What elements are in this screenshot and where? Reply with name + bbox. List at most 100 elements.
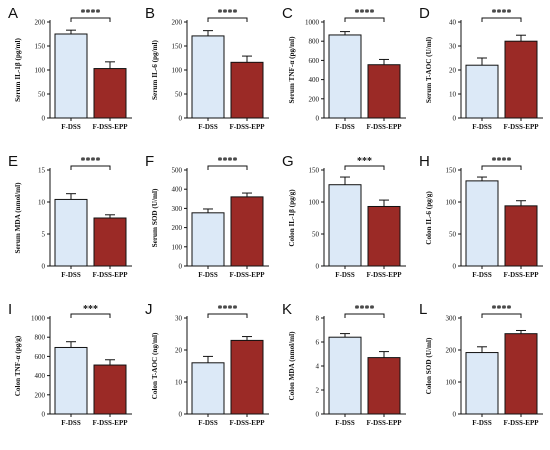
panel-letter: K xyxy=(282,301,292,318)
bar-f-dss-epp xyxy=(367,357,401,415)
y-tick-label: 0 xyxy=(42,411,46,419)
bar-f-dss xyxy=(191,362,225,415)
y-tick-label: 400 xyxy=(309,76,320,84)
bar-f-dss xyxy=(191,212,225,267)
y-tick-label: 0 xyxy=(179,411,183,419)
y-tick-label: 100 xyxy=(172,67,183,75)
x-tick-label: F-DSS xyxy=(61,271,81,279)
x-tick-label: F-DSS xyxy=(198,123,218,131)
y-tick-label: 8 xyxy=(316,315,320,323)
y-tick-label: 200 xyxy=(309,95,320,103)
y-tick-label: 30 xyxy=(449,43,457,51)
bar-f-dss-epp xyxy=(504,205,538,267)
x-tick-label: F-DSS-EPP xyxy=(367,419,403,427)
y-tick-label: 20 xyxy=(175,347,183,355)
chart-panel-c: C Serum TNF-α (pg/ml) 0 200 400 600 800 1000 F-D… xyxy=(282,5,406,131)
y-tick-label: 0 xyxy=(179,115,183,123)
chart-panel-k: K Colon MDA (nmol/ml) 0 2 4 6 8 F-DSS F-DSS-EPP *… xyxy=(282,301,406,427)
significance-bracket xyxy=(70,165,111,170)
y-axis-label: Serum IL-6 (pg/ml) xyxy=(151,39,159,100)
y-tick-label: 100 xyxy=(35,67,46,75)
bar-f-dss xyxy=(465,180,499,267)
y-tick-label: 0 xyxy=(42,263,46,271)
significance-label: **** xyxy=(218,304,238,315)
bar-f-dss xyxy=(328,336,362,415)
panel-letter: C xyxy=(282,5,293,22)
significance-label: *** xyxy=(83,304,98,315)
y-tick-label: 0 xyxy=(316,263,320,271)
x-tick-label: F-DSS xyxy=(198,271,218,279)
x-tick-label: F-DSS-EPP xyxy=(230,419,266,427)
panel-letter: E xyxy=(8,153,18,170)
bar-f-dss-epp xyxy=(93,68,127,119)
y-tick-label: 100 xyxy=(446,379,457,387)
chart-panel-i: I Colon TNF-α (pg/g) 0 200 400 600 800 1000 F-DS… xyxy=(8,301,132,427)
x-tick-label: F-DSS xyxy=(61,123,81,131)
panel-letter: B xyxy=(145,5,155,22)
significance-label: **** xyxy=(81,156,101,167)
significance-bracket xyxy=(481,313,522,318)
significance-bracket xyxy=(344,313,385,318)
significance-bracket xyxy=(481,17,522,22)
y-tick-label: 10 xyxy=(38,199,46,207)
panel-letter: D xyxy=(419,5,430,22)
y-tick-label: 400 xyxy=(172,186,183,194)
significance-label: **** xyxy=(355,8,375,19)
y-tick-label: 0 xyxy=(179,263,183,271)
x-tick-label: F-DSS-EPP xyxy=(367,123,403,131)
bar-f-dss-epp xyxy=(93,217,127,267)
bar-f-dss xyxy=(54,33,88,119)
y-tick-label: 100 xyxy=(172,243,183,251)
x-tick-label: F-DSS xyxy=(472,123,492,131)
y-tick-label: 30 xyxy=(175,315,183,323)
y-axis-label: Serum IL-1β (pg/ml) xyxy=(14,38,22,102)
panel-letter: A xyxy=(8,5,18,22)
y-axis-label: Colon TNF-α (pg/g) xyxy=(14,335,22,396)
chart-panel-a: A Serum IL-1β (pg/ml) 0 50 100 150 200 F-DSS F-D… xyxy=(8,5,132,131)
y-tick-label: 50 xyxy=(175,91,183,99)
chart-panel-h: H Colon IL-6 (pg/g) 0 50 100 150 F-DSS F-DSS-EP… xyxy=(419,153,543,279)
y-tick-label: 50 xyxy=(312,231,320,239)
y-tick-label: 10 xyxy=(175,379,183,387)
panel-letter: I xyxy=(8,301,12,318)
bar-f-dss xyxy=(328,184,362,267)
x-tick-label: F-DSS xyxy=(335,271,355,279)
y-tick-label: 1000 xyxy=(305,19,320,27)
significance-label: **** xyxy=(81,8,101,19)
x-tick-label: F-DSS-EPP xyxy=(93,271,129,279)
chart-panel-e: E Serum MDA (nmol/ml) 0 5 10 15 F-DSS F-DSS-EPP… xyxy=(8,153,132,279)
significance-bracket xyxy=(344,165,385,170)
y-axis-label: Colon T-AOC (ng/ml) xyxy=(151,332,159,399)
bar-f-dss xyxy=(191,35,225,119)
bar-f-dss-epp xyxy=(504,333,538,415)
y-tick-label: 4 xyxy=(316,363,320,371)
y-tick-label: 15 xyxy=(38,167,46,175)
panel-letter: J xyxy=(145,301,153,318)
y-tick-label: 50 xyxy=(449,231,457,239)
y-tick-label: 50 xyxy=(38,91,46,99)
y-tick-label: 0 xyxy=(453,411,457,419)
significance-bracket xyxy=(344,17,385,22)
x-tick-label: F-DSS xyxy=(335,419,355,427)
chart-panel-j: J Colon T-AOC (ng/ml) 0 10 20 30 F-DSS F-DSS-EP… xyxy=(145,301,269,427)
bar-f-dss-epp xyxy=(230,196,264,267)
chart-panel-b: B Serum IL-6 (pg/ml) 0 50 100 150 200 F-DSS F-DS… xyxy=(145,5,269,131)
y-tick-label: 800 xyxy=(309,38,320,46)
panel-letter: L xyxy=(419,301,427,318)
y-tick-label: 300 xyxy=(446,315,457,323)
x-tick-label: F-DSS-EPP xyxy=(93,419,129,427)
bar-f-dss-epp xyxy=(367,205,401,267)
bar-f-dss-epp xyxy=(367,64,401,119)
significance-label: **** xyxy=(492,156,512,167)
y-tick-label: 200 xyxy=(172,224,183,232)
significance-label: **** xyxy=(218,156,238,167)
bar-f-dss xyxy=(54,346,88,415)
x-tick-label: F-DSS xyxy=(472,419,492,427)
bar-f-dss-epp xyxy=(504,40,538,119)
x-tick-label: F-DSS-EPP xyxy=(504,271,540,279)
y-axis-label: Colon IL-1β (pg/g) xyxy=(288,189,296,247)
y-tick-label: 150 xyxy=(35,43,46,51)
y-tick-label: 5 xyxy=(42,231,46,239)
x-tick-label: F-DSS-EPP xyxy=(230,123,266,131)
y-tick-label: 200 xyxy=(446,347,457,355)
